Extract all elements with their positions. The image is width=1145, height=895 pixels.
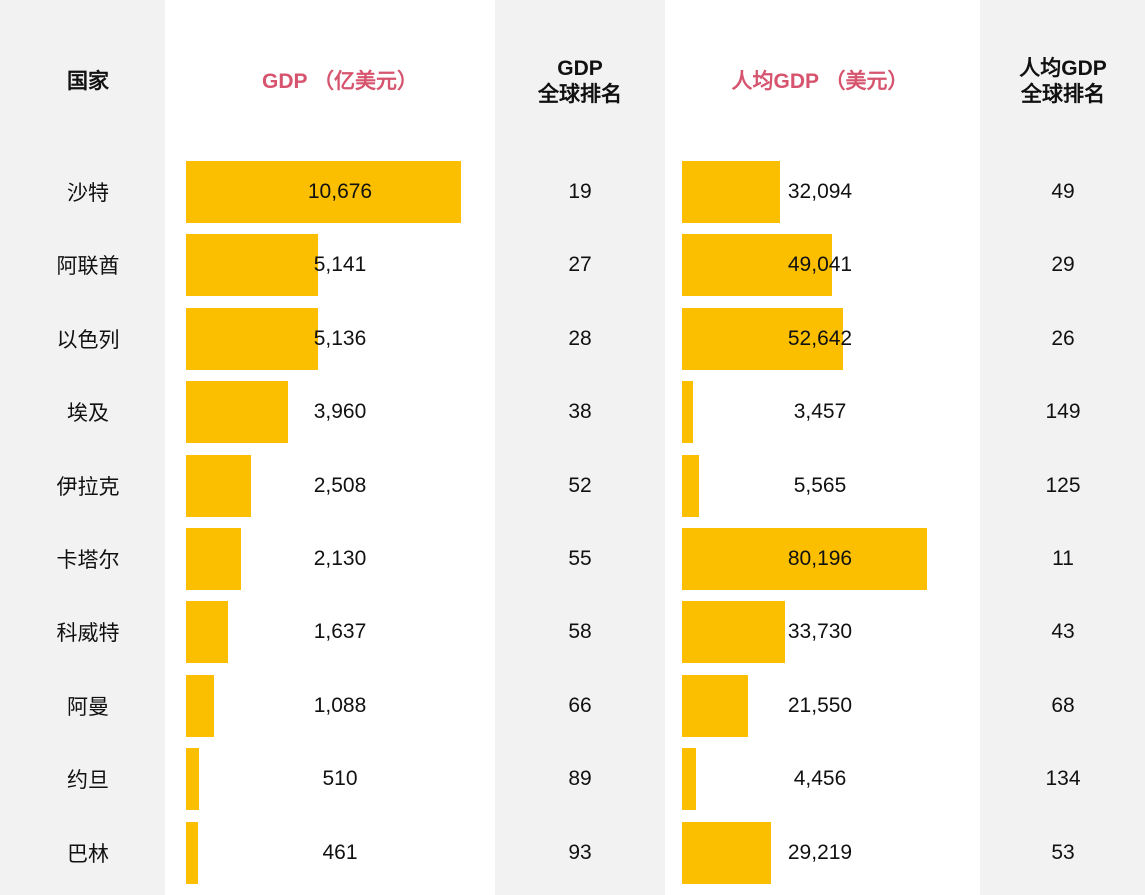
country: 巴林 [67, 842, 109, 866]
country: 阿曼 [67, 695, 109, 719]
header-label: 全球排名 [1021, 83, 1105, 106]
per-capita-value: 5,565 [793, 473, 847, 497]
gdp-value: 510 [322, 767, 358, 791]
country: 阿联酋 [56, 255, 120, 279]
gdp-bar [186, 234, 319, 297]
gdp-value: 2,130 [313, 547, 367, 570]
country: 以色列 [56, 328, 120, 352]
country: 卡塔尔 [56, 549, 120, 572]
gdp-rank: 55 [568, 547, 592, 570]
per-capita-value: 29,219 [787, 840, 853, 864]
gdp-bar [186, 307, 319, 370]
per-capita-rank: 49 [1051, 180, 1075, 203]
gdp-bar [186, 821, 198, 884]
per-capita-rank: 26 [1051, 326, 1075, 350]
gdp-rank: 52 [568, 473, 592, 497]
per-capita-bar [682, 601, 786, 664]
header-label: 人均GDP [1019, 57, 1107, 80]
gdp-bar [186, 601, 229, 664]
per-capita-rank: 68 [1051, 693, 1075, 717]
country: 沙特 [67, 182, 109, 205]
per-capita-value: 3,457 [793, 400, 847, 424]
per-capita-value: 80,196 [787, 547, 853, 570]
gdp-bar [186, 528, 241, 590]
per-capita-bar [682, 161, 781, 223]
per-capita-bar [682, 674, 748, 737]
per-capita-value: 33,730 [787, 620, 853, 644]
gdp-value: 1,088 [313, 693, 367, 717]
gdp-rank: 89 [568, 767, 592, 791]
gdp-value: 10,676 [307, 180, 373, 203]
per-capita-bar [682, 234, 832, 297]
per-capita-value: 21,550 [787, 693, 853, 717]
per-capita-value: 4,456 [793, 767, 847, 791]
country: 科威特 [56, 622, 120, 646]
country: 埃及 [67, 402, 109, 426]
per-capita-rank: 134 [1045, 767, 1081, 791]
country: 伊拉克 [56, 475, 120, 499]
gdp-rank: 93 [568, 840, 592, 864]
header-label: 全球排名 [538, 83, 622, 106]
gdp-rank: 27 [568, 253, 592, 277]
gdp-bar [186, 161, 461, 223]
per-capita-rank: 53 [1051, 840, 1075, 864]
header-label: 人均GDP （美元） [731, 70, 909, 93]
per-capita-bar [682, 748, 696, 811]
gdp-bar [186, 674, 215, 737]
gdp-rank: 58 [568, 620, 592, 644]
gdp-value: 1,637 [313, 620, 367, 644]
gdp-rank: 38 [568, 400, 592, 424]
gdp-rank: 66 [568, 693, 592, 717]
gdp-rank: 28 [568, 326, 592, 350]
gdp-value: 5,136 [313, 326, 367, 350]
per-capita-rank: 29 [1051, 253, 1075, 277]
per-capita-value: 52,642 [787, 326, 853, 350]
per-capita-bar [682, 381, 693, 444]
header-label: 国家 [67, 70, 109, 93]
per-capita-rank: 149 [1045, 400, 1081, 424]
per-capita-bar [682, 307, 843, 370]
per-capita-value: 32,094 [787, 180, 853, 203]
header-label: GDP （亿美元） [262, 70, 418, 93]
header-label: GDP [557, 57, 603, 80]
per-capita-bar [682, 821, 772, 884]
per-capita-bar [682, 454, 699, 517]
gdp-value: 461 [322, 840, 358, 864]
per-capita-rank: 125 [1045, 473, 1081, 497]
column-background [0, 0, 165, 895]
country: 约旦 [67, 769, 109, 793]
per-capita-rank: 11 [1052, 547, 1074, 570]
gdp-value: 2,508 [313, 473, 367, 497]
gdp-bar [186, 748, 200, 811]
gdp-value: 3,960 [313, 400, 367, 424]
gdp-value: 5,141 [313, 253, 367, 277]
column-background [495, 0, 665, 895]
gdp-bar [186, 381, 288, 444]
per-capita-rank: 43 [1051, 620, 1075, 644]
per-capita-bar [682, 528, 927, 590]
gdp-rank: 19 [568, 180, 592, 203]
gdp-bar [186, 454, 251, 517]
per-capita-value: 49,041 [787, 253, 853, 277]
column-background [980, 0, 1145, 895]
